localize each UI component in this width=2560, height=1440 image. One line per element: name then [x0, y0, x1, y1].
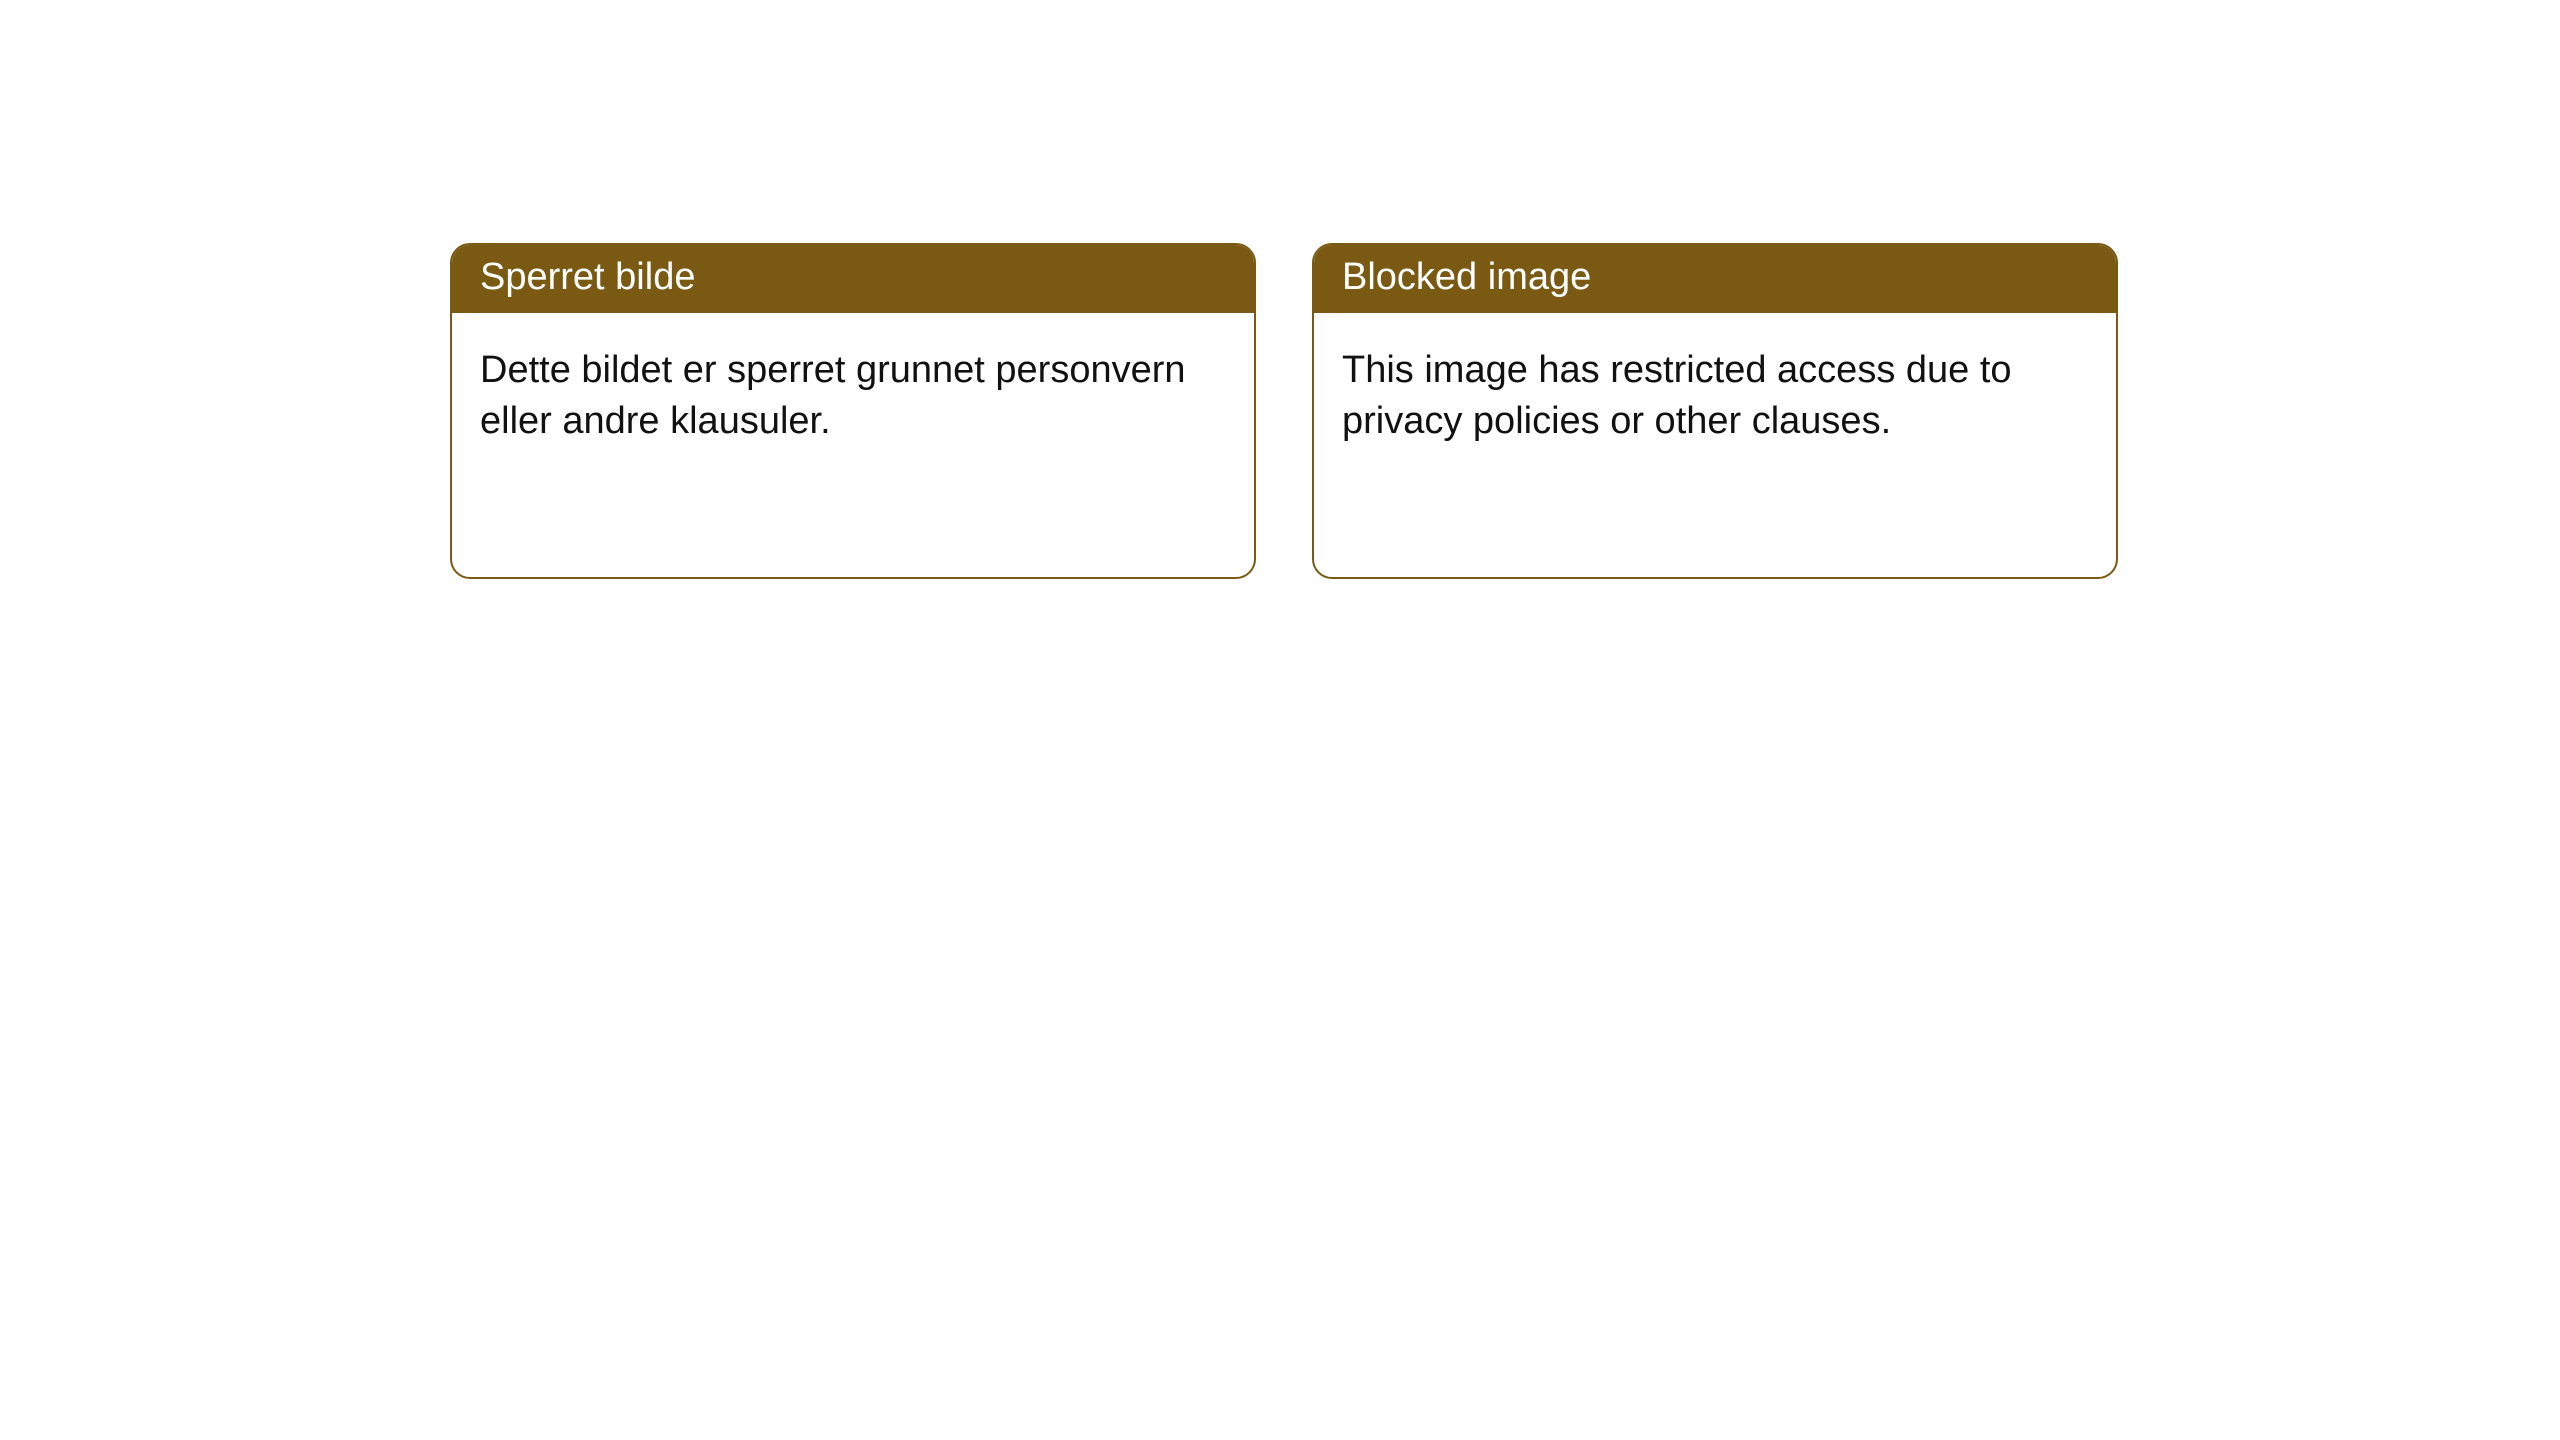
- notice-card-norwegian: Sperret bilde Dette bildet er sperret gr…: [450, 243, 1256, 579]
- notice-body-norwegian: Dette bildet er sperret grunnet personve…: [452, 313, 1254, 480]
- notice-card-english: Blocked image This image has restricted …: [1312, 243, 2118, 579]
- notice-title-english: Blocked image: [1314, 245, 2116, 313]
- notice-body-english: This image has restricted access due to …: [1314, 313, 2116, 480]
- notice-container: Sperret bilde Dette bildet er sperret gr…: [0, 0, 2560, 579]
- notice-title-norwegian: Sperret bilde: [452, 245, 1254, 313]
